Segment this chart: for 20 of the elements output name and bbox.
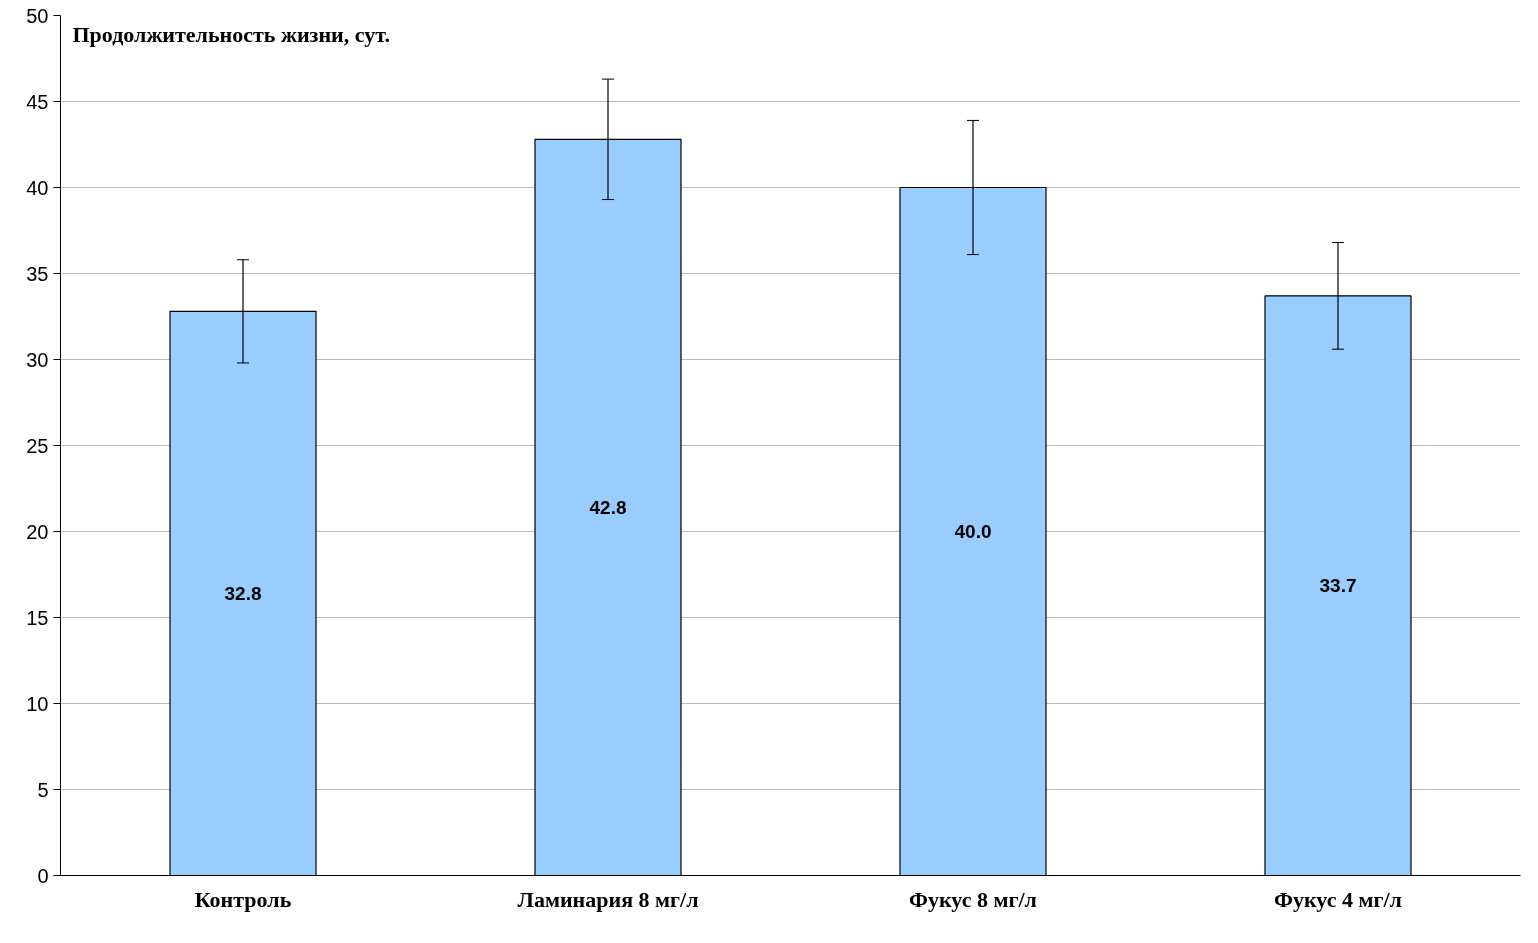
y-tick-label: 0 — [37, 864, 49, 887]
data-label: 32.8 — [224, 582, 262, 604]
y-tick-label: 15 — [26, 606, 49, 629]
data-label: 33.7 — [1319, 575, 1357, 597]
y-tick-label: 50 — [26, 4, 49, 27]
chart-title: Продолжительность жизни, сут. — [72, 21, 390, 47]
x-tick-label: Контроль — [194, 886, 292, 912]
y-tick-label: 10 — [26, 692, 49, 715]
x-tick-label: Фукус 8 мг/л — [909, 886, 1037, 912]
y-tick-label: 20 — [26, 520, 49, 543]
y-tick-label: 40 — [26, 176, 49, 199]
y-tick-label: 30 — [26, 348, 49, 371]
y-tick-label: 45 — [26, 90, 49, 113]
y-tick-label: 35 — [26, 262, 49, 285]
data-label: 42.8 — [589, 496, 627, 518]
x-tick-label: Фукус 4 мг/л — [1274, 886, 1402, 912]
y-tick-label: 25 — [26, 434, 49, 457]
y-tick-label: 5 — [37, 778, 49, 801]
x-tick-label: Ламинария 8 мг/л — [517, 886, 699, 912]
data-label: 40.0 — [954, 521, 992, 542]
